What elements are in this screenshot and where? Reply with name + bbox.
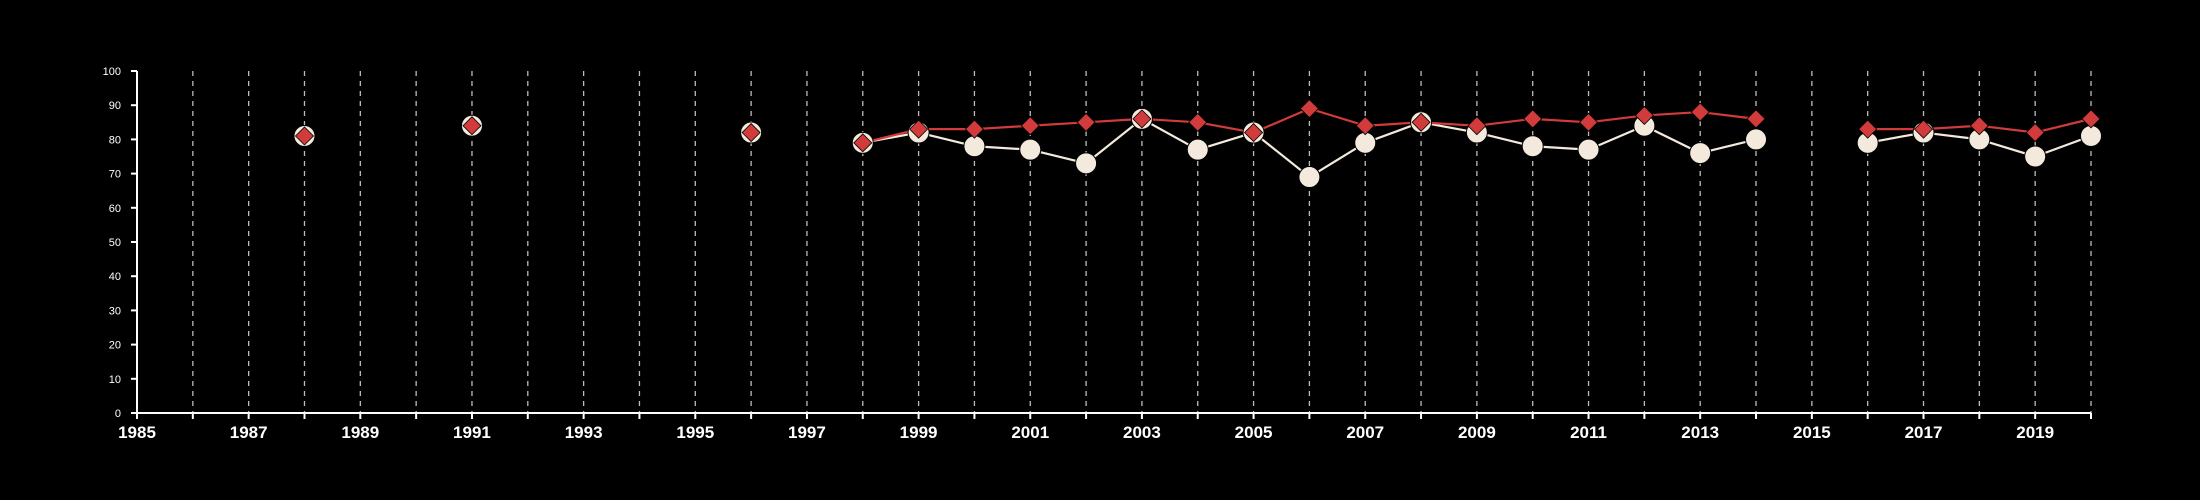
diamond-point-2009 <box>1467 116 1487 136</box>
x-tick-label-2007: 2007 <box>1346 423 1384 442</box>
diamond-point-2007 <box>1355 116 1375 136</box>
y-tick-label-90: 90 <box>109 100 121 112</box>
y-tick-label-30: 30 <box>109 305 121 317</box>
circle-point-2019 <box>2024 145 2047 168</box>
diamond-point-2017 <box>1913 119 1934 139</box>
circle-point-2020 <box>2080 124 2102 147</box>
diamond-point-2020 <box>2081 109 2101 129</box>
x-tick-label-1985: 1985 <box>118 423 156 442</box>
diamond-point-1988 <box>294 126 315 146</box>
x-tick-label-1999: 1999 <box>900 423 938 442</box>
diamond-point-2005 <box>1244 122 1264 143</box>
y-tick-label-20: 20 <box>109 340 121 352</box>
y-tick-label-0: 0 <box>115 408 121 420</box>
diamond-point-2004 <box>1188 112 1208 132</box>
diamond-point-2013 <box>1690 102 1710 122</box>
diamond-point-2006 <box>1299 99 1319 119</box>
diamond-point-2019 <box>2025 122 2045 143</box>
x-tick-label-1993: 1993 <box>565 423 603 442</box>
x-tick-label-2015: 2015 <box>1793 423 1831 442</box>
y-tick-label-50: 50 <box>109 237 121 249</box>
y-tick-label-100: 100 <box>103 66 121 78</box>
y-tick-label-80: 80 <box>109 134 121 146</box>
circle-point-2007 <box>1354 131 1377 154</box>
diamond-point-2010 <box>1523 109 1543 129</box>
x-tick-label-1991: 1991 <box>453 423 491 442</box>
diamond-point-2003 <box>1132 109 1152 129</box>
diamond-point-2011 <box>1578 112 1599 132</box>
diamond-point-2016 <box>1858 119 1878 139</box>
circle-point-2006 <box>1298 166 1321 189</box>
y-tick-label-70: 70 <box>109 169 121 181</box>
circle-point-2002 <box>1075 152 1098 175</box>
diamond-point-2012 <box>1634 105 1654 126</box>
diamond-point-2008 <box>1411 112 1431 132</box>
diamond-point-2000 <box>964 119 984 139</box>
y-tick-label-40: 40 <box>109 271 121 283</box>
diamond-point-1999 <box>909 119 929 139</box>
series-diamond-points <box>294 99 2101 153</box>
circle-point-2013 <box>1689 142 1712 165</box>
x-tick-label-1987: 1987 <box>230 423 268 442</box>
x-tick-label-1995: 1995 <box>676 423 714 442</box>
x-axis-tick-labels: 1985 1987 1989 1991 1993 1995 1997 1999 2001 2003… <box>118 423 2054 442</box>
x-tick-label-2011: 2011 <box>1570 423 1607 442</box>
x-tick-label-1989: 1989 <box>341 423 379 442</box>
diamond-point-1998 <box>853 133 873 153</box>
circle-point-2011 <box>1577 138 1600 161</box>
x-tick-label-1997: 1997 <box>788 423 826 442</box>
x-tick-label-2001: 2001 <box>1011 423 1049 442</box>
circle-point-2001 <box>1019 138 1042 161</box>
y-axis-ticks <box>131 70 137 414</box>
diamond-point-2001 <box>1020 116 1040 136</box>
diamond-point-2002 <box>1076 112 1096 132</box>
x-tick-label-2013: 2013 <box>1681 423 1719 442</box>
x-tick-label-2017: 2017 <box>1905 423 1943 442</box>
y-axis-tick-labels: 0 10 20 30 40 50 60 70 80 90 100 <box>103 66 121 420</box>
diamond-point-2018 <box>1969 116 1989 136</box>
y-tick-label-10: 10 <box>109 374 121 386</box>
x-tick-label-2009: 2009 <box>1458 423 1496 442</box>
diamond-point-1996 <box>741 122 761 143</box>
axes <box>136 71 2091 414</box>
x-tick-label-2019: 2019 <box>2016 423 2054 442</box>
circle-point-2000 <box>963 135 986 158</box>
diamond-point-1991 <box>462 116 482 136</box>
y-tick-label-60: 60 <box>109 203 121 215</box>
x-axis-ticks <box>136 413 2092 419</box>
x-tick-label-2005: 2005 <box>1235 423 1273 442</box>
circle-point-2014 <box>1745 128 1768 151</box>
vertical-grid <box>192 71 2092 413</box>
diamond-point-2014 <box>1746 109 1766 129</box>
circle-point-2010 <box>1521 135 1544 158</box>
x-tick-label-2003: 2003 <box>1123 423 1161 442</box>
circle-point-2004 <box>1186 138 1209 161</box>
